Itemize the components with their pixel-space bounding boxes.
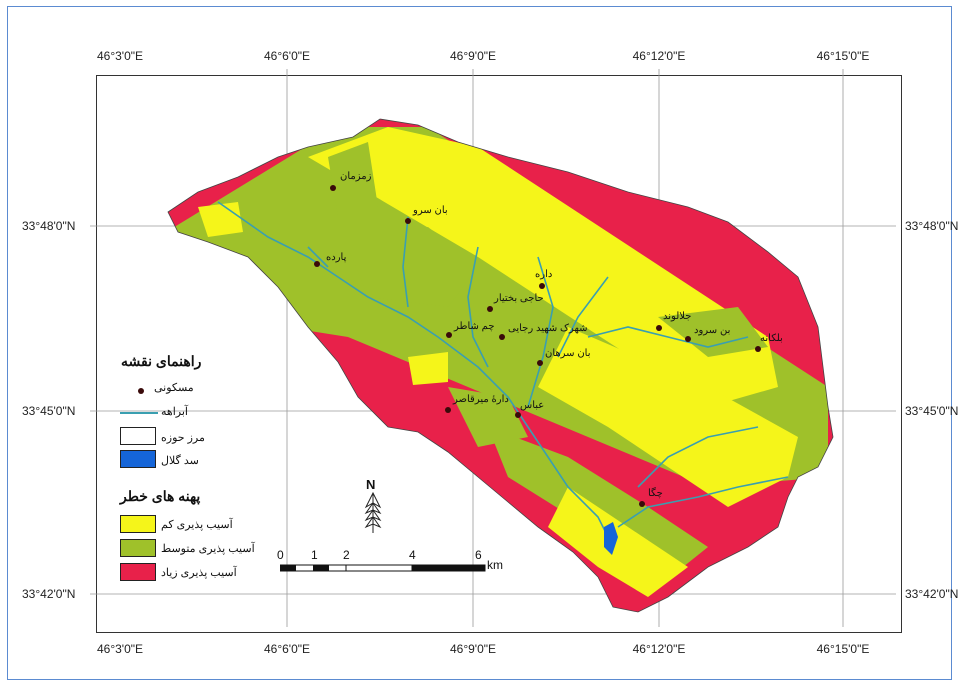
- scale-unit: km: [487, 558, 503, 572]
- settlement-dot: [685, 336, 691, 342]
- legend-settlement-dot: [138, 388, 144, 394]
- legend-boundary: مرز حوزه: [161, 432, 205, 444]
- low-band-3: [548, 487, 688, 597]
- top-tick-4: 46°12'0"E: [632, 49, 686, 63]
- place-label: عباس: [520, 400, 545, 411]
- legend-low-swatch: [120, 515, 156, 533]
- scale-bar: [280, 564, 486, 572]
- map-canvas: [90, 69, 896, 627]
- legend-medium: آسیب پذیری متوسط: [161, 543, 255, 555]
- legend-high-swatch: [120, 563, 156, 581]
- place-label: بن سرود: [694, 325, 731, 336]
- settlement-dot: [445, 407, 451, 413]
- legend-settlement: مسکونی: [154, 382, 194, 394]
- map-frame: 46°3'0"E 46°6'0"E 46°9'0"E 46°12'0"E 46°…: [7, 6, 958, 680]
- scale-label-6: 6: [475, 548, 482, 562]
- basin-boundary: [167, 118, 834, 613]
- place-label: بان سرهان: [545, 348, 591, 359]
- streams: [217, 201, 789, 548]
- legend-stream-line: [120, 412, 158, 414]
- right-tick-1: 33°48'0"N: [905, 219, 959, 233]
- top-tick-3: 46°9'0"E: [449, 49, 497, 63]
- left-tick-2: 33°45'0"N: [22, 404, 76, 418]
- settlement-dot: [499, 334, 505, 340]
- low-patch-2: [408, 352, 448, 385]
- low-band-2: [538, 327, 798, 507]
- place-label: بان سرو: [413, 205, 448, 216]
- place-label: شهرک شهید رجایی: [508, 323, 588, 334]
- bottom-tick-5: 46°15'0"E: [816, 642, 870, 656]
- scale-label-4: 4: [409, 548, 416, 562]
- settlement-dot: [515, 412, 521, 418]
- right-tick-2: 33°45'0"N: [905, 404, 959, 418]
- settlement-dot: [639, 501, 645, 507]
- medium-patch-2: [348, 227, 478, 307]
- legend-dam-swatch: [120, 450, 156, 468]
- hazard-legend-title: پهنه های خطر: [120, 488, 201, 504]
- bottom-tick-1: 46°3'0"E: [96, 642, 144, 656]
- place-label: دارهٔ میرقاصر: [453, 394, 509, 405]
- place-label: جلالوند: [663, 311, 692, 322]
- left-tick-3: 33°42'0"N: [22, 587, 76, 601]
- place-label: پارده: [326, 252, 347, 263]
- left-tick-1: 33°48'0"N: [22, 219, 76, 233]
- top-tick-5: 46°15'0"E: [816, 49, 870, 63]
- place-label: چگا: [648, 488, 663, 499]
- settlement-dot: [487, 306, 493, 312]
- place-label: بلکانه: [760, 333, 783, 344]
- place-label: داره: [535, 269, 553, 280]
- legend-stream: آبراهه: [161, 406, 188, 418]
- scale-label-0: 0: [277, 548, 284, 562]
- scale-label-2: 2: [343, 548, 350, 562]
- hazard-zones: [168, 119, 833, 612]
- north-arrow-icon: [364, 491, 382, 533]
- medium-patch-4: [448, 387, 528, 447]
- north-label: N: [366, 477, 376, 492]
- legend-medium-swatch: [120, 539, 156, 557]
- settlement-dot: [537, 360, 543, 366]
- top-tick-1: 46°3'0"E: [96, 49, 144, 63]
- settlement-dot: [656, 325, 662, 331]
- medium-patch-1: [658, 307, 768, 357]
- scale-label-1: 1: [311, 548, 318, 562]
- bottom-tick-4: 46°12'0"E: [632, 642, 686, 656]
- top-tick-2: 46°6'0"E: [263, 49, 311, 63]
- low-band-1: [308, 127, 778, 407]
- legend-boundary-swatch: [120, 427, 156, 445]
- legend-high: آسیب پذیری زیاد: [161, 567, 237, 579]
- settlement-dot: [405, 218, 411, 224]
- bottom-tick-2: 46°6'0"E: [263, 642, 311, 656]
- settlement-dot: [330, 185, 336, 191]
- settlement-dot: [755, 346, 761, 352]
- bottom-tick-3: 46°9'0"E: [449, 642, 497, 656]
- dam-lake: [604, 522, 618, 555]
- place-label: زمزمان: [340, 171, 372, 182]
- place-label: چم شاطر: [454, 321, 495, 332]
- legend-low: آسیب پذیری کم: [161, 519, 233, 531]
- medium-patch-3: [328, 142, 378, 217]
- legend-dam: سد گلال: [161, 455, 199, 467]
- right-tick-3: 33°42'0"N: [905, 587, 959, 601]
- settlement-dot: [446, 332, 452, 338]
- settlement-dot: [539, 283, 545, 289]
- place-label: حاجی بختیار: [494, 293, 544, 304]
- settlement-dot: [314, 261, 320, 267]
- legend-title: راهنمای نقشه: [121, 353, 202, 369]
